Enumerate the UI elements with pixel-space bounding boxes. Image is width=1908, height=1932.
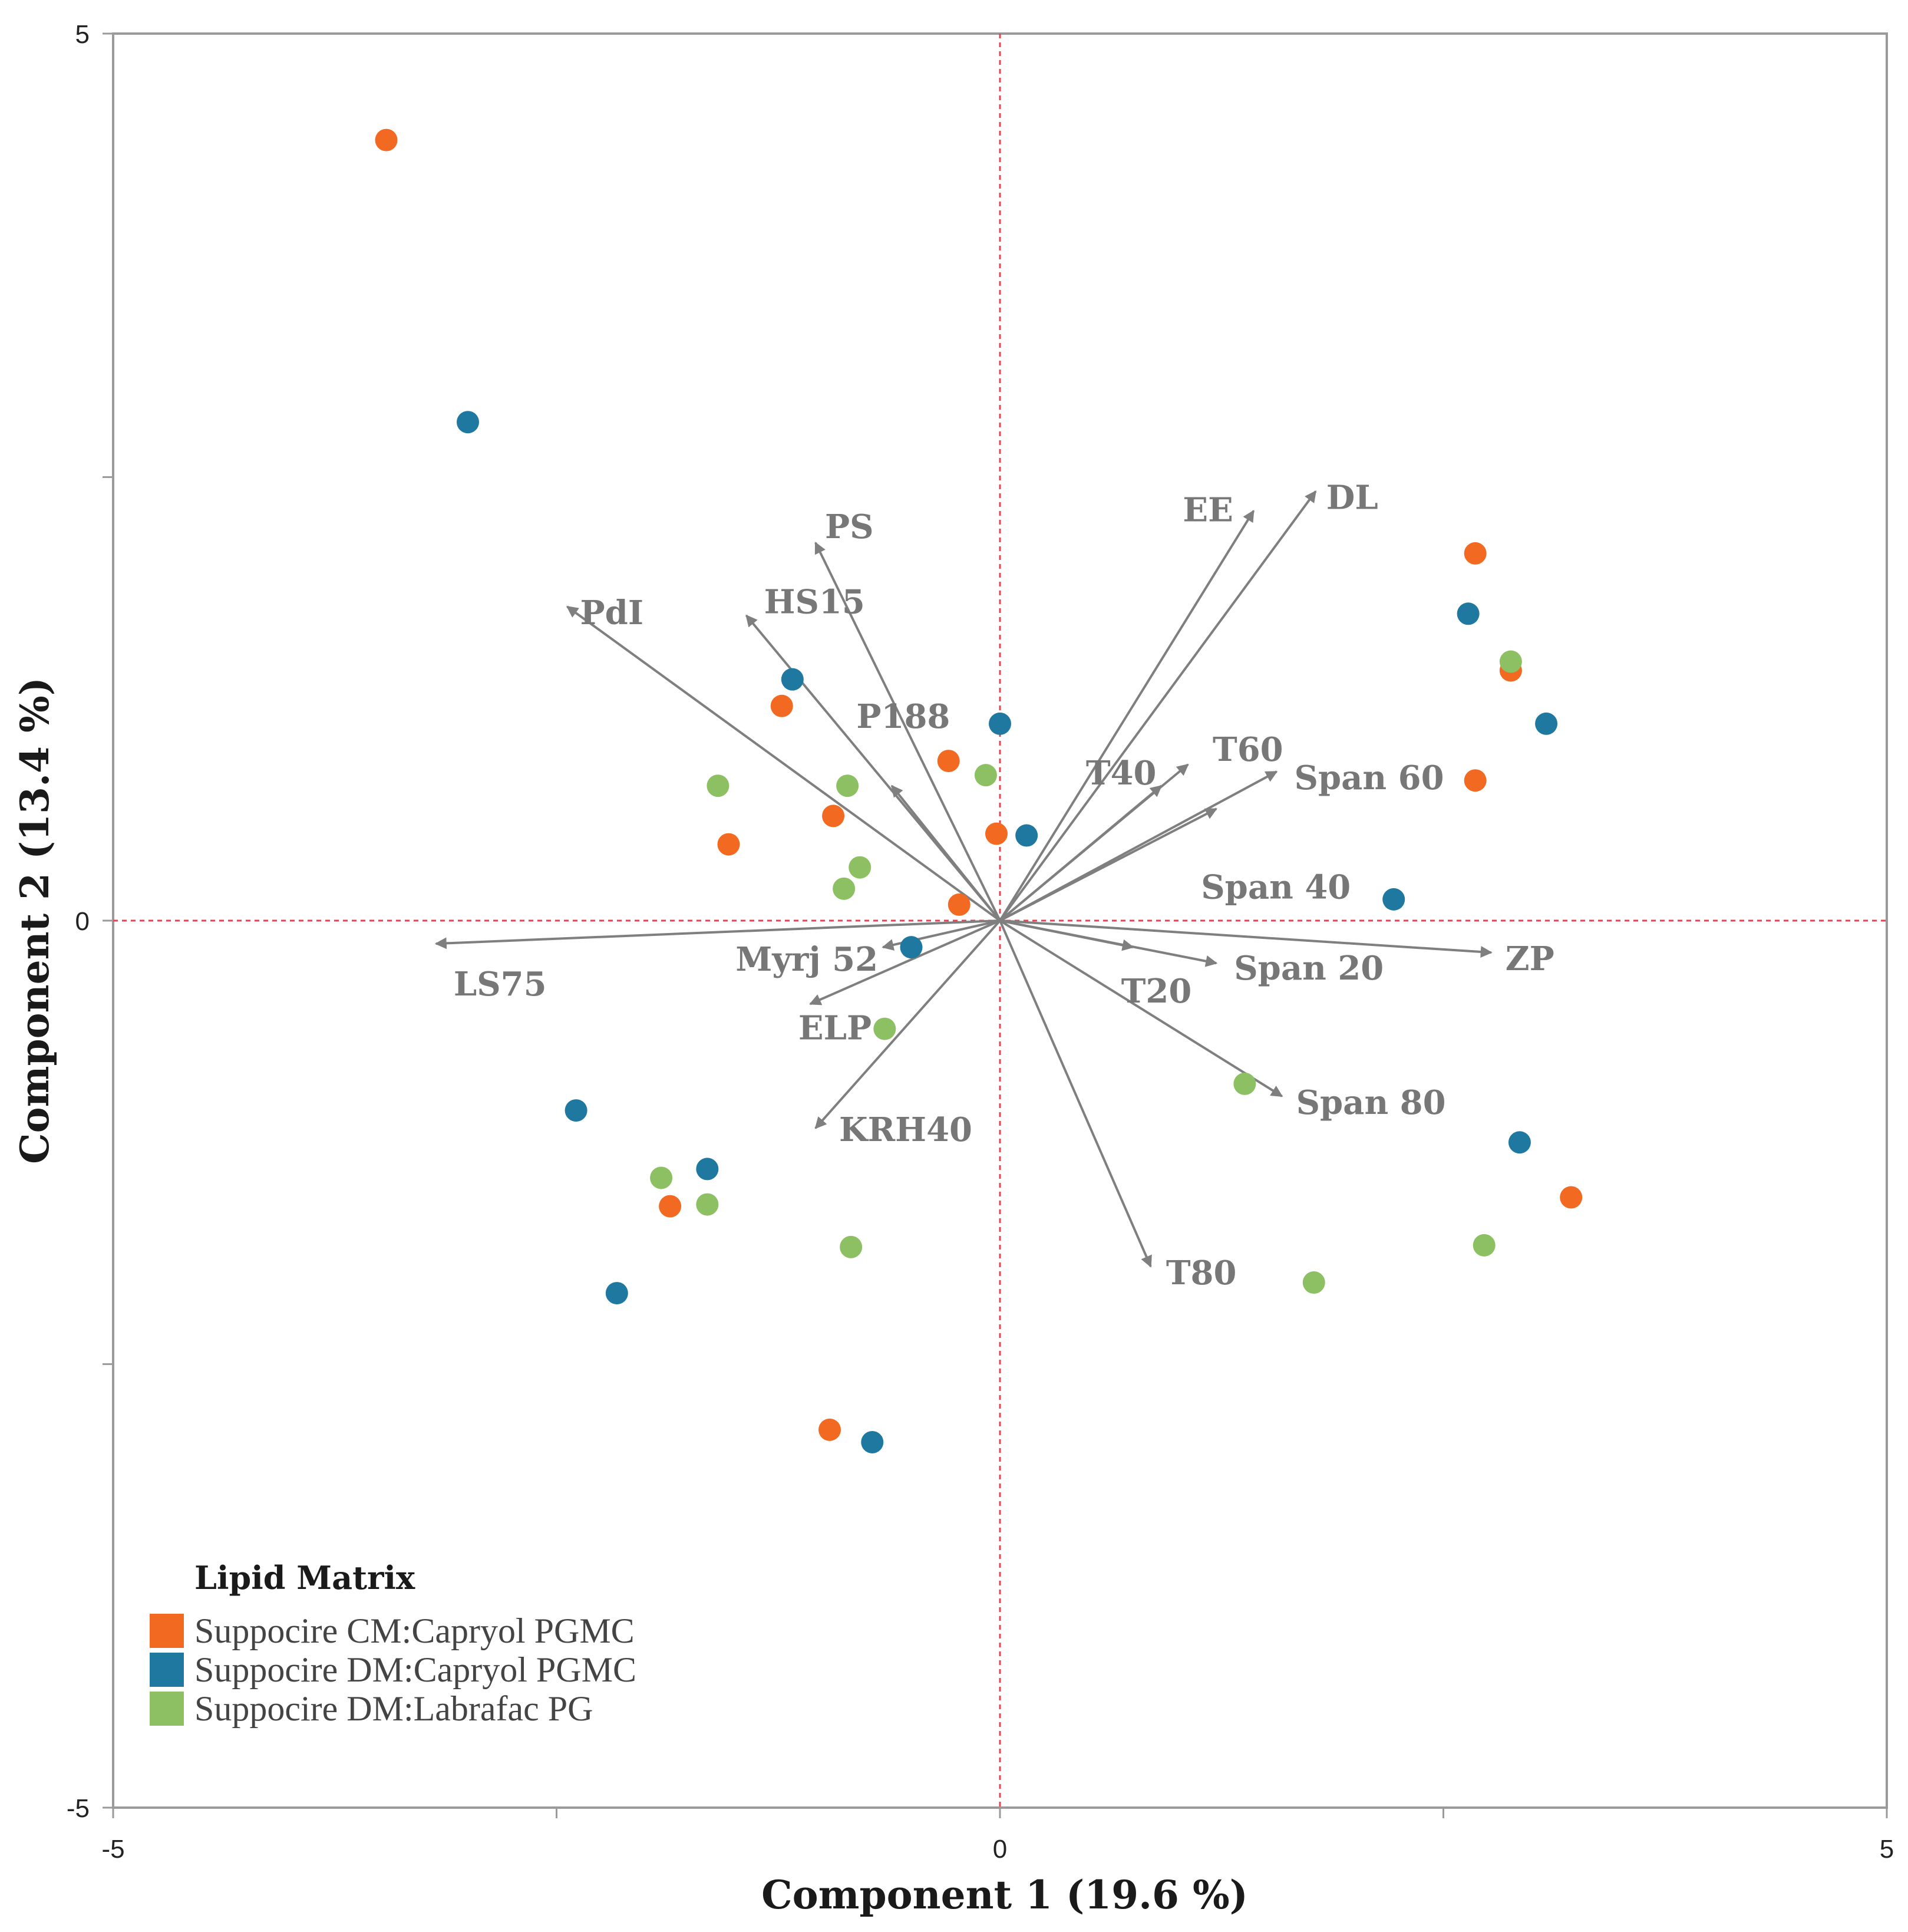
legend-title: Lipid Matrix	[194, 1559, 415, 1597]
loading-label-myrj-52: Myrj 52	[735, 940, 878, 979]
score-point-series-3	[836, 774, 859, 797]
score-point-series-1	[985, 822, 1008, 845]
score-point-series-1	[822, 805, 845, 827]
score-point-series-3	[833, 877, 856, 900]
score-point-series-1	[717, 833, 740, 856]
score-point-series-1	[1560, 1186, 1583, 1209]
score-point-series-2	[861, 1430, 884, 1453]
loading-arrow-span-80	[999, 919, 1283, 1097]
loading-arrow-pdi	[566, 605, 1001, 922]
score-point-series-2	[781, 668, 804, 691]
y-axis-title: Component 2 (13.4 %)	[12, 677, 58, 1164]
score-point-series-2	[1382, 888, 1405, 911]
loading-arrow-span-20	[999, 919, 1218, 967]
legend-label-suppocire-dm-labrafac: Suppocire DM:Labrafac PG	[194, 1689, 593, 1728]
score-point-series-2	[565, 1099, 587, 1122]
loading-label-span-20: Span 20	[1234, 949, 1384, 988]
loading-label-span-40: Span 40	[1201, 868, 1351, 906]
x-tick-label-max: 5	[1880, 1835, 1894, 1864]
loading-label-ls75: LS75	[454, 965, 547, 1004]
score-point-series-1	[1464, 542, 1487, 565]
loading-arrow-t80	[999, 920, 1152, 1268]
score-point-series-3	[650, 1166, 673, 1189]
score-point-series-1	[1464, 769, 1487, 792]
x-tick-label-zero: 0	[993, 1835, 1007, 1864]
legend-label-suppocire-dm-capryol: Suppocire DM:Capryol PGMC	[194, 1650, 636, 1689]
score-point-series-3	[974, 764, 997, 787]
score-point-series-3	[707, 774, 729, 797]
loading-label-dl: DL	[1326, 479, 1378, 517]
y-tick-label-max: 5	[75, 20, 90, 49]
y-tick-label-min: -5	[67, 1794, 90, 1823]
x-axis-title: Component 1 (19.6 %)	[761, 1872, 1248, 1918]
loading-label-ee: EE	[1183, 491, 1233, 530]
loading-label-elp: ELP	[798, 1008, 872, 1047]
score-point-series-3	[696, 1193, 719, 1216]
loading-arrow-t60	[999, 763, 1189, 922]
score-point-series-1	[375, 128, 398, 151]
score-point-series-3	[1473, 1234, 1496, 1257]
score-point-series-2	[696, 1158, 719, 1181]
score-point-series-1	[770, 694, 793, 717]
score-point-series-1	[948, 893, 970, 916]
score-point-series-3	[1233, 1072, 1256, 1095]
score-point-series-3	[1302, 1271, 1325, 1294]
score-point-series-2	[989, 712, 1011, 735]
axis-ticks	[103, 32, 1888, 1818]
loading-label-krh40: KRH40	[839, 1110, 972, 1149]
score-point-series-2	[457, 411, 479, 434]
x-tick-label-min: -5	[101, 1835, 124, 1864]
loading-label-zp: ZP	[1506, 939, 1554, 978]
loading-label-t40: T40	[1086, 754, 1157, 793]
loading-label-t60: T60	[1213, 730, 1283, 769]
score-points	[375, 128, 1583, 1453]
loading-label-span-80: Span 80	[1296, 1083, 1446, 1122]
loading-label-hs15: HS15	[764, 582, 865, 621]
loading-label-t20: T20	[1121, 972, 1192, 1011]
score-point-series-2	[1015, 824, 1038, 847]
score-point-series-2	[1508, 1131, 1531, 1154]
loading-label-span-60: Span 60	[1295, 759, 1444, 797]
score-point-series-1	[937, 750, 960, 773]
y-tick-label-zero: 0	[75, 907, 90, 936]
score-point-series-2	[605, 1282, 628, 1305]
score-point-series-1	[818, 1418, 841, 1441]
score-point-series-2	[900, 936, 923, 959]
legend: Lipid Matrix Suppocire CM:Capryol PGMC S…	[150, 1559, 636, 1728]
legend-swatch-suppocire-dm-capryol	[150, 1653, 184, 1687]
loading-arrow-ee	[999, 509, 1255, 922]
loading-label-ps: PS	[825, 507, 874, 546]
score-point-series-2	[1457, 602, 1480, 625]
loading-arrow-zp	[999, 919, 1493, 958]
legend-swatch-suppocire-cm-capryol	[150, 1614, 184, 1648]
loading-arrow-dl	[999, 490, 1317, 922]
legend-swatch-suppocire-dm-labrafac	[150, 1692, 184, 1726]
loading-arrow-ls75	[434, 919, 1001, 949]
loading-vectors	[434, 490, 1493, 1268]
loading-labels: PS PdI HS15 P188 EE DL T40 T60 Span 60 Span 40 LS7…	[454, 479, 1554, 1293]
score-point-series-2	[1535, 712, 1558, 735]
score-point-series-3	[849, 856, 872, 879]
loading-label-t80: T80	[1166, 1254, 1237, 1293]
score-point-series-1	[659, 1195, 682, 1218]
score-point-series-3	[840, 1235, 863, 1258]
loading-label-pdi: PdI	[580, 594, 643, 632]
loading-arrow-p188	[890, 784, 1001, 922]
legend-label-suppocire-cm-capryol: Suppocire CM:Capryol PGMC	[194, 1611, 635, 1650]
score-point-series-3	[873, 1017, 896, 1040]
score-point-series-3	[1499, 650, 1522, 673]
loading-arrow-ps	[814, 542, 1001, 921]
loading-arrow-krh40	[814, 919, 1001, 1129]
loading-arrow-span-40	[999, 807, 1217, 922]
loading-arrow-elp	[809, 919, 1001, 1005]
loading-label-p188: P188	[856, 697, 950, 736]
